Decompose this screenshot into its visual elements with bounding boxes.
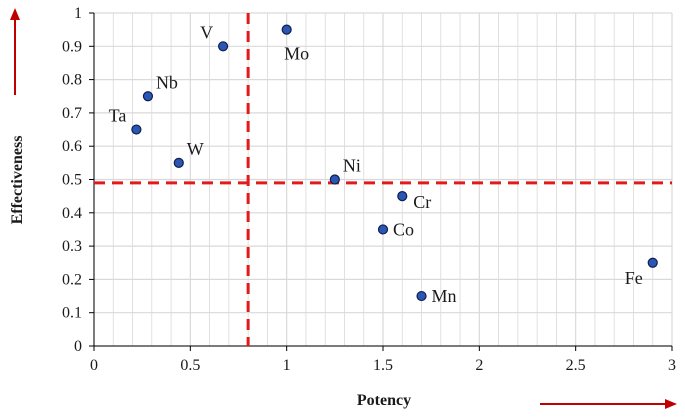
x-axis-label: Potency: [357, 392, 411, 409]
data-point-ta: [131, 124, 142, 135]
data-point-mn: [416, 290, 427, 302]
point-label-cr: Cr: [413, 192, 431, 212]
grid-lines: [93, 12, 673, 347]
y-tick-label: 0.6: [62, 138, 82, 155]
y-tick-label: 1: [74, 5, 82, 22]
axes: [89, 12, 673, 351]
y-tick-label: 0.2: [62, 271, 82, 288]
y-axis-arrow-head: [10, 8, 20, 20]
point-label-w: W: [187, 139, 204, 159]
data-point-cr: [397, 191, 408, 202]
point-label-v: V: [200, 22, 213, 42]
tick-labels: 0 0.5 1 1.5 2 2.5 3 0 0.1 0.2 0.3 0.4 0.5 0.6 0.7 0.8 0.…: [62, 5, 676, 374]
y-tick-label: 0.7: [62, 105, 82, 122]
y-tick-label: 0.1: [62, 305, 82, 322]
point-label-co: Co: [393, 219, 414, 239]
data-point-fe: [647, 257, 658, 268]
threshold-lines: [94, 13, 672, 346]
data-point-nb: [142, 91, 154, 102]
x-tick-label: 1.5: [373, 357, 393, 374]
data-point-ni: [329, 174, 340, 185]
point-label-fe: Fe: [625, 268, 643, 288]
data-point-w: [173, 157, 184, 168]
y-tick-label: 0.9: [62, 38, 82, 55]
data-points: Ta Nb W V Mo Ni Co Cr Mn Fe: [109, 22, 658, 306]
data-point-v: [217, 41, 229, 52]
x-tick-label: 2.5: [566, 357, 586, 374]
point-label-ta: Ta: [109, 106, 127, 126]
x-tick-label: 1: [283, 357, 291, 374]
data-point-co: [377, 224, 389, 235]
point-label-mn: Mn: [432, 286, 457, 306]
axis-arrows: [10, 8, 677, 409]
x-axis-arrow-head: [665, 399, 677, 409]
y-tick-label: 0.4: [62, 205, 82, 222]
y-tick-label: 0.3: [62, 238, 82, 255]
x-tick-label: 2: [475, 357, 483, 374]
x-tick-label: 0: [90, 357, 98, 374]
point-label-ni: Ni: [343, 156, 361, 176]
x-tick-label: 0.5: [180, 357, 200, 374]
y-axis-label: Effectiveness: [9, 136, 26, 225]
x-tick-label: 3: [668, 357, 676, 374]
data-point-mo: [281, 24, 292, 35]
y-tick-label: 0: [74, 338, 82, 355]
point-label-mo: Mo: [284, 44, 309, 64]
y-tick-label: 0.5: [62, 172, 82, 189]
point-label-nb: Nb: [156, 72, 178, 92]
y-tick-label: 0.8: [62, 72, 82, 89]
